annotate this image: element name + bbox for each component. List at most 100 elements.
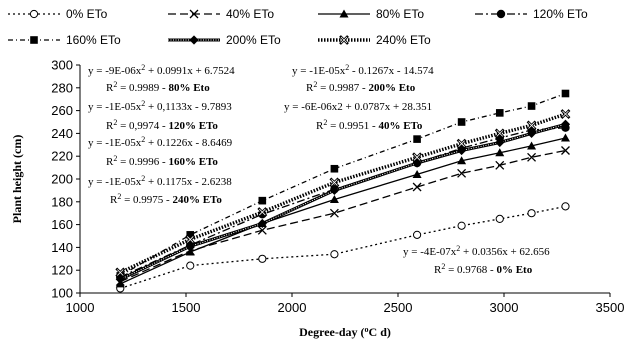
- legend-swatch-marker-shape: [189, 9, 199, 19]
- data-point: [495, 148, 505, 157]
- y-tick-label: 240: [51, 126, 73, 141]
- data-point: [330, 250, 339, 259]
- data-point: [561, 146, 570, 155]
- x-axis-title: Degree-day (oC d): [299, 325, 391, 339]
- data-point-shape: [527, 209, 536, 218]
- data-point: [527, 209, 536, 218]
- legend-swatch-marker: [339, 35, 349, 45]
- legend-label: 80% ETo: [376, 7, 424, 21]
- r-squared-text: R2 = 0.9987 - 200% Eto: [306, 80, 416, 94]
- x-tick-label: 3500: [596, 300, 625, 315]
- data-point-shape: [457, 156, 467, 165]
- data-point-shape: [561, 202, 570, 211]
- data-point-shape: [185, 241, 195, 251]
- legend-entry-40pct-eto: 40% ETo: [168, 7, 274, 21]
- data-point-shape: [560, 133, 570, 142]
- data-point: [329, 208, 339, 218]
- data-point-inner: [562, 110, 569, 118]
- legend-swatch-marker-shape: [496, 9, 506, 19]
- x-tick-label: 1000: [66, 300, 95, 315]
- data-point: [457, 118, 466, 126]
- x-tick-label: 3000: [490, 300, 519, 315]
- data-point: [329, 185, 339, 195]
- data-point: [457, 168, 467, 178]
- data-point: [115, 274, 125, 284]
- data-point: [330, 164, 339, 173]
- legend-label: 0% ETo: [66, 7, 108, 21]
- legend-swatch-marker: [30, 36, 38, 44]
- data-point-shape: [115, 274, 125, 284]
- x-tick-label: 2000: [278, 300, 307, 315]
- legend-entry-80pct-eto: 80% ETo: [318, 7, 424, 21]
- data-point: [412, 230, 422, 239]
- legend-swatch-marker-shape: [29, 9, 39, 19]
- data-point-shape: [330, 250, 339, 259]
- legend-swatch-marker-shape: [189, 35, 199, 45]
- data-point-shape: [495, 109, 504, 117]
- legend-swatch-marker: [496, 9, 506, 19]
- data-point: [560, 119, 571, 129]
- y-tick-label: 180: [51, 194, 73, 209]
- legend-label: 200% ETo: [226, 33, 281, 47]
- data-point: [115, 267, 126, 278]
- data-point: [412, 152, 422, 163]
- data-point-inner: [259, 208, 266, 216]
- legend-entry-200pct-eto: 200% ETo: [168, 33, 281, 47]
- series-200pct-eto: [115, 119, 571, 284]
- data-point: [258, 196, 267, 205]
- data-point-shape: [330, 164, 339, 173]
- series-line: [120, 127, 566, 278]
- equation-text: y = -4E-07x2 + 0.0356x + 62.656: [403, 244, 550, 258]
- data-point-shape: [527, 141, 537, 150]
- legend-swatch-marker: [189, 9, 199, 19]
- data-point-shape: [457, 168, 467, 178]
- series-layer: [115, 89, 571, 293]
- legend-label: 240% ETo: [376, 33, 431, 47]
- x-tick-label: 1500: [172, 300, 201, 315]
- data-point: [561, 202, 570, 211]
- data-point-shape: [185, 247, 195, 256]
- data-point: [494, 128, 505, 139]
- data-point-shape: [561, 146, 570, 155]
- equation-text: y = -1E-05x2 + 0.1226x - 8.6469: [88, 135, 233, 149]
- legend-swatch-marker-shape: [30, 36, 38, 44]
- data-point: [560, 133, 570, 142]
- data-point-shape: [412, 169, 422, 178]
- legend-swatch-marker-inner: [340, 36, 348, 44]
- series-240pct-eto: [115, 109, 571, 278]
- data-point-shape: [495, 160, 505, 170]
- y-tick-label: 300: [51, 58, 73, 73]
- data-point-shape: [412, 182, 422, 192]
- legend-swatch-marker: [29, 9, 39, 19]
- legend-label: 160% ETo: [66, 33, 121, 47]
- data-point-shape: [329, 185, 339, 195]
- data-point: [456, 138, 467, 149]
- data-point: [495, 137, 505, 148]
- data-point-shape: [457, 221, 466, 230]
- trendline-equation: y = -4E-07x2 + 0.0356x + 62.656 R2 = 0.97…: [403, 244, 550, 276]
- y-tick-label: 280: [51, 80, 73, 95]
- data-point-inner: [116, 269, 124, 276]
- legend-label: 40% ETo: [226, 7, 274, 21]
- equation-text: y = -9E-06x2 + 0.0991x + 6.7524: [88, 63, 235, 77]
- legend-entry-240pct-eto: 240% ETo: [318, 33, 431, 47]
- legend-swatch-marker: [339, 9, 349, 18]
- data-point-shape: [457, 145, 467, 156]
- data-point: [412, 169, 422, 178]
- y-tick-label: 120: [51, 263, 73, 278]
- legend-swatch-marker-shape: [339, 9, 349, 18]
- data-point-inner: [331, 179, 338, 186]
- equation-text: y = -1E-05x2 - 0.1267x - 14.574: [292, 63, 434, 77]
- y-tick-label: 100: [51, 286, 73, 301]
- trendline-equation: y = -1E-05x2 + 0,1133x - 9.7893 R2 = 0,99…: [88, 99, 232, 132]
- data-point: [561, 89, 570, 98]
- data-point: [560, 109, 571, 119]
- data-point: [329, 177, 340, 188]
- trendline-equation: y = -1E-05x2 - 0.1267x - 14.574 R2 = 0.99…: [292, 63, 434, 94]
- data-point-shape: [329, 195, 339, 204]
- y-ticks: 100 120 140 160 180 200 220 240 260 280 300: [51, 58, 80, 301]
- data-point: [527, 102, 536, 110]
- series-line-hatch: [120, 123, 566, 280]
- y-tick-label: 260: [51, 103, 73, 118]
